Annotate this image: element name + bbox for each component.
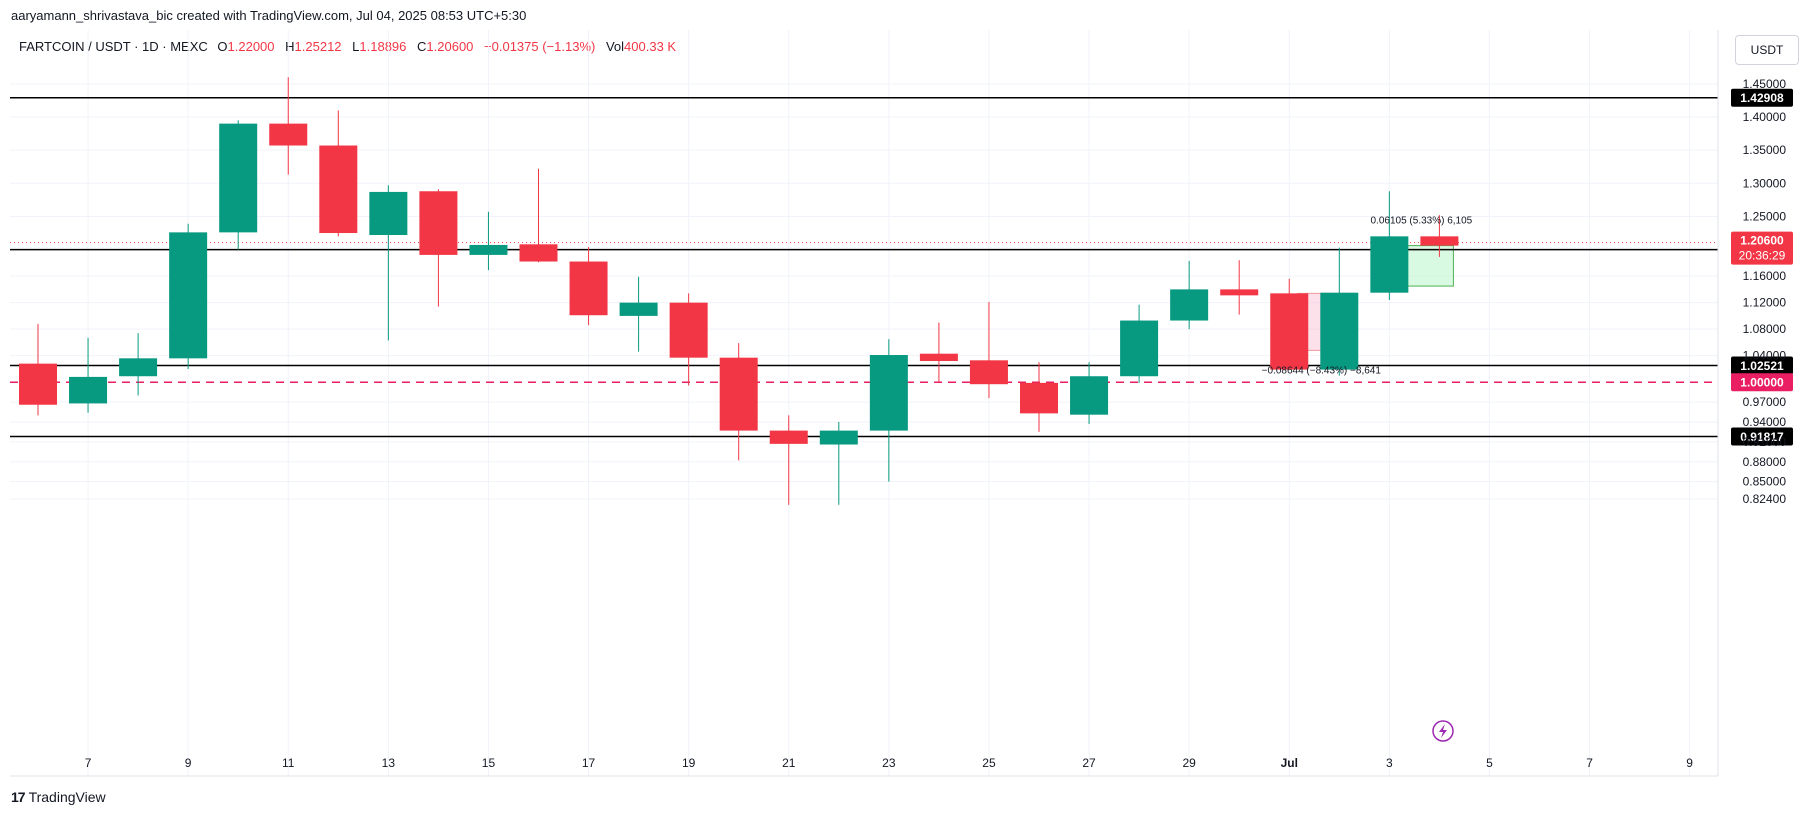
y-tick-label: 0.85000 — [1743, 475, 1787, 489]
candle-body — [669, 302, 708, 358]
candle-body — [569, 261, 608, 316]
long-position-label: 0.06105 (5.33%) 6,105 — [1371, 216, 1473, 227]
x-tick-label: 7 — [1586, 756, 1593, 770]
candle-body — [69, 376, 108, 404]
candle-body — [619, 302, 658, 316]
x-tick-label: 23 — [882, 756, 896, 770]
candle-body — [1070, 376, 1109, 415]
volume-label: Vol — [605, 39, 625, 54]
candle-body — [819, 430, 858, 445]
y-tick-label: 1.25000 — [1743, 209, 1787, 223]
x-tick-label: 3 — [1386, 756, 1393, 770]
candle-body — [219, 123, 258, 233]
candle-body — [19, 363, 57, 405]
chart-credit: aaryamann_shrivastava_bic created with T… — [11, 8, 527, 23]
y-tick-label: 1.04000 — [1743, 349, 1787, 363]
candle-body — [519, 244, 558, 262]
candle-body — [719, 357, 758, 431]
candle-body — [369, 191, 408, 236]
x-tick-label: 17 — [582, 756, 596, 770]
candle-body — [1120, 320, 1159, 377]
y-tick-label: 0.91000 — [1743, 435, 1787, 449]
x-tick-label: 29 — [1182, 756, 1196, 770]
y-tick-label: 1.16000 — [1743, 269, 1787, 283]
low-label: L — [352, 39, 360, 54]
y-tick-label: 1.08000 — [1743, 322, 1787, 336]
price-level-tag — [1731, 427, 1793, 446]
close-label: C — [417, 39, 427, 54]
price-level-tag-label: 0.91817 — [1740, 430, 1784, 444]
x-tick-label: 9 — [1686, 756, 1693, 770]
candle-body — [769, 430, 808, 444]
x-tick-label: 21 — [782, 756, 796, 770]
x-tick-label: 9 — [185, 756, 192, 770]
y-tick-label: 1.12000 — [1743, 296, 1787, 310]
candle-body — [1320, 292, 1359, 370]
x-tick-label: 5 — [1486, 756, 1493, 770]
price-level-tag — [1731, 373, 1793, 392]
y-tick-label: 0.82400 — [1743, 492, 1787, 506]
y-tick-label: 0.97000 — [1743, 395, 1787, 409]
tradingview-logo-icon: 17 — [11, 789, 26, 805]
candle-body — [169, 232, 208, 359]
candles — [19, 77, 1459, 505]
candle-body — [1020, 382, 1058, 414]
y-tick-label: 1.45000 — [1743, 77, 1787, 91]
price-level-tag — [1731, 356, 1793, 375]
y-tick-label: 1.30000 — [1743, 176, 1787, 190]
high-value: 1.25212 — [294, 39, 342, 54]
x-tick-label: 11 — [282, 756, 295, 770]
candle-body — [119, 358, 158, 377]
open-value: 1.22000 — [227, 39, 275, 54]
candle-body — [269, 123, 308, 146]
candle-body — [869, 355, 908, 431]
horizontal-lines[interactable]: 1.429081.200001.025211.000000.918171.206… — [10, 88, 1793, 446]
x-tick-label: Jul — [1281, 756, 1298, 770]
candle-body — [469, 244, 508, 255]
price-level-tag — [1731, 88, 1793, 107]
low-value: 1.18896 — [359, 39, 407, 54]
price-level-tag-label: 1.00000 — [1740, 376, 1784, 390]
y-tick-label: 0.88000 — [1743, 455, 1787, 469]
symbol-legend: FARTCOIN / USDT · 1D · MEXC O1.22000 H1.… — [19, 39, 683, 54]
last-price-value: 1.20600 — [1740, 234, 1784, 248]
x-tick-label: 25 — [982, 756, 996, 770]
candle-body — [919, 353, 958, 361]
volume-value: 400.33 K — [624, 39, 677, 54]
candle-body — [319, 145, 358, 234]
close-value: 1.20600 — [426, 39, 474, 54]
price-level-tag-label: 1.42908 — [1740, 91, 1784, 105]
short-position-label: −0.08644 (−8.43%) −8,641 — [1262, 365, 1382, 376]
tradingview-logo: 17 TradingView — [11, 789, 106, 805]
last-price-tag — [1731, 231, 1793, 265]
candle-body — [1220, 289, 1259, 296]
axes: 1.45000 1.40000 1.35000 1.30000 1.25000 1.160… — [10, 30, 1787, 777]
x-tick-label: 19 — [682, 756, 696, 770]
high-label: H — [285, 39, 295, 54]
tradingview-logo-text: TradingView — [28, 789, 106, 805]
y-tick-label: 1.35000 — [1743, 143, 1787, 157]
candle-body — [1420, 236, 1459, 246]
x-tick-label: 15 — [482, 756, 496, 770]
price-level-tag-label: 1.02521 — [1740, 359, 1784, 373]
y-tick-label: 1.40000 — [1743, 110, 1787, 124]
x-tick-label: 7 — [85, 756, 92, 770]
currency-button[interactable]: USDT — [1735, 35, 1799, 65]
bolt-icon[interactable] — [1432, 720, 1454, 742]
symbol-name[interactable]: FARTCOIN / USDT · 1D · MEXC — [19, 39, 208, 54]
position-labels: 0.06105 (5.33%) 6,105 −0.08644 (−8.43%) −… — [1262, 216, 1473, 377]
y-tick-label: 0.94000 — [1743, 415, 1787, 429]
candle-body — [1270, 293, 1309, 370]
candle-body — [419, 191, 458, 255]
bar-countdown: 20:36:29 — [1739, 249, 1786, 263]
change-value: −0.01375 (−1.13%) — [484, 39, 596, 54]
x-tick-label: 13 — [382, 756, 396, 770]
x-tick-label: 27 — [1082, 756, 1096, 770]
grid — [10, 30, 1718, 776]
open-label: O — [217, 39, 228, 54]
candle-body — [969, 360, 1008, 385]
candle-body — [1370, 236, 1409, 293]
candle-body — [1170, 289, 1209, 321]
